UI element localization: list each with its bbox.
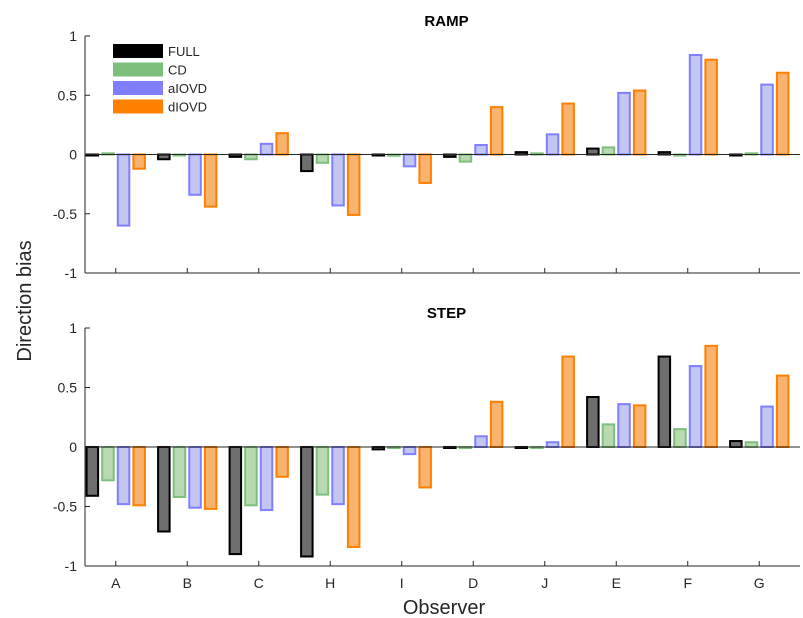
bar-diovd-e [632, 404, 647, 449]
bar-aiovd-a [116, 153, 131, 227]
x-axis-label: Observer [403, 597, 486, 618]
y-tick-label: 1 [69, 320, 77, 336]
bar-diovd-e [632, 89, 647, 156]
bar-full-c [228, 446, 243, 556]
bar-cd-d [458, 153, 473, 163]
bar-diovd-g [775, 71, 790, 156]
bar-aiovd-c [259, 142, 274, 156]
bar-full-h [300, 446, 314, 558]
y-tick-label: 0 [69, 147, 77, 163]
bar-diovd-h [346, 446, 361, 548]
bar-cd-e [601, 146, 616, 156]
x-tick-label: H [325, 575, 335, 591]
bar-full-e [586, 396, 600, 448]
legend-label: FULL [168, 44, 200, 59]
panel-ramp: RAMP -1 -0.5 0 0.5 1 FULL CD aIOVD dIOVD [53, 13, 800, 281]
bar-full-a [85, 446, 100, 497]
legend-label: CD [168, 63, 187, 78]
bar-aiovd-a [116, 446, 131, 506]
bar-diovd-i [418, 153, 432, 184]
bar-diovd-b [203, 446, 218, 510]
y-axis-label: Direction bias [14, 240, 36, 361]
bar-cd-h [315, 153, 330, 164]
x-tick-label: F [683, 575, 692, 591]
bar-aiovd-c [259, 446, 274, 512]
bar-aiovd-d [474, 435, 488, 449]
bar-aiovd-b [188, 446, 202, 509]
y-tick-label: -0.5 [53, 206, 77, 222]
bar-aiovd-f [688, 53, 703, 156]
bar-aiovd-h [331, 153, 345, 207]
bar-diovd-a [132, 153, 146, 170]
y-tick-label: 0 [69, 439, 77, 455]
x-tick-label: I [400, 575, 404, 591]
bar-aiovd-g [760, 83, 774, 156]
legend-swatch-cd [113, 62, 163, 77]
legend-label: dIOVD [168, 100, 207, 115]
y-tick-label: -1 [65, 558, 78, 574]
bar-full-h [300, 153, 314, 173]
bar-diovd-d [489, 106, 504, 156]
y-tick-label: -0.5 [53, 499, 77, 515]
bar-cd-b [172, 446, 187, 498]
bar-diovd-b [203, 153, 218, 208]
bar-aiovd-i [402, 153, 417, 168]
y-tick-label: -1 [65, 265, 78, 281]
bar-cd-g [744, 441, 759, 448]
y-tick-label: 1 [69, 28, 77, 44]
bar-cd-c [244, 446, 258, 507]
y-tick-label: 0.5 [58, 380, 78, 396]
y-tick-label: 0.5 [58, 87, 78, 103]
bar-full-f [657, 355, 672, 448]
bar-diovd-c [275, 446, 289, 478]
legend: FULL CD aIOVD dIOVD [113, 44, 207, 115]
legend-swatch-full [113, 44, 163, 58]
bar-full-b [157, 153, 171, 161]
bar-diovd-f [704, 58, 718, 156]
bar-cd-c [244, 153, 258, 161]
bar-diovd-f [704, 344, 718, 449]
bar-cd-e [601, 423, 616, 449]
bar-diovd-i [418, 446, 432, 489]
x-tick-label: J [541, 575, 548, 591]
legend-swatch-aiovd [113, 81, 163, 95]
bar-aiovd-g [760, 405, 774, 449]
legend-label: aIOVD [168, 81, 207, 96]
bar-aiovd-d [474, 144, 488, 156]
bar-aiovd-f [688, 365, 703, 448]
bar-aiovd-j [545, 441, 560, 448]
bar-diovd-h [346, 153, 361, 216]
panel-step: STEP -1 -0.5 0 0.5 1 [53, 305, 800, 574]
x-tick-label: B [183, 575, 192, 591]
bar-diovd-d [489, 400, 504, 448]
bar-diovd-j [561, 355, 575, 448]
legend-swatch-diovd [113, 99, 163, 114]
x-tick-label: E [612, 575, 621, 591]
bar-full-e [586, 147, 600, 156]
x-tick-label: G [754, 575, 765, 591]
panel-title: STEP [427, 305, 466, 322]
bar-aiovd-i [402, 446, 417, 456]
bar-aiovd-e [617, 403, 631, 449]
bar-aiovd-j [545, 133, 560, 156]
bar-cd-f [673, 428, 687, 448]
x-tick-label: C [254, 575, 264, 591]
bar-diovd-a [132, 446, 146, 507]
bar-diovd-g [775, 374, 790, 449]
bar-cd-a [101, 446, 115, 482]
bar-aiovd-b [188, 153, 202, 196]
panel-title: RAMP [424, 13, 468, 30]
bar-diovd-c [275, 132, 289, 156]
bar-diovd-j [561, 102, 575, 156]
bar-aiovd-e [617, 91, 631, 156]
bar-full-b [157, 446, 171, 533]
x-tick-label: A [111, 575, 121, 591]
bar-aiovd-h [331, 446, 345, 506]
x-tick-label: D [468, 575, 478, 591]
bar-full-g [729, 440, 743, 448]
bar-cd-h [315, 446, 330, 496]
